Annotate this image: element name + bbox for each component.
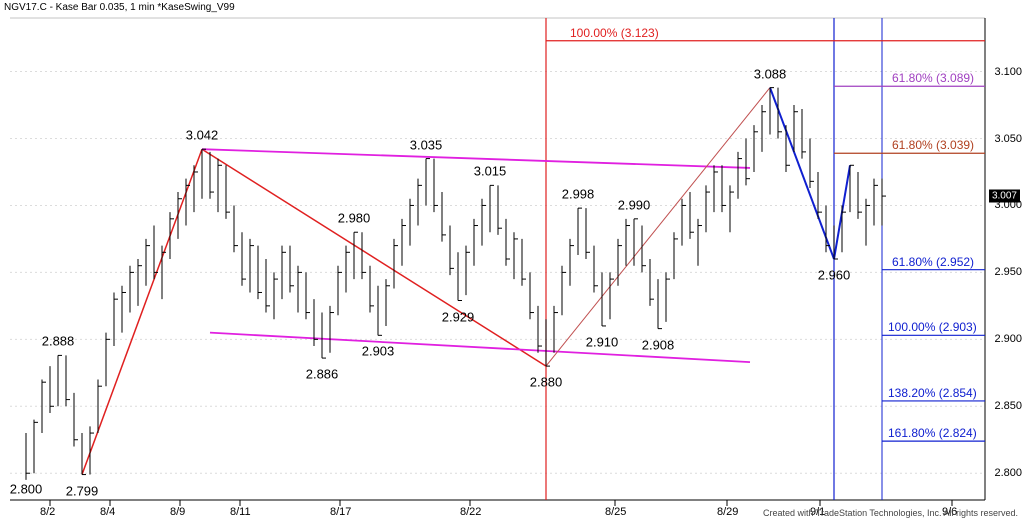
fib-level-label: 100.00% (3.123) [570,26,659,40]
current-price-box: 3.007 [989,190,1020,203]
x-axis-tick: 8/11 [230,506,251,518]
chart-svg[interactable] [0,0,1024,522]
fib-level-label: 61.80% (3.039) [892,138,974,152]
swing-price-label: 2.799 [66,483,99,498]
x-axis-tick: 8/4 [100,506,115,518]
x-axis-tick: 8/9 [170,506,185,518]
y-axis-tick: 2.950 [994,266,1022,278]
swing-price-label: 2.908 [642,337,675,352]
swing-price-label: 2.929 [442,309,475,324]
swing-price-label: 2.800 [10,482,43,497]
y-axis-tick: 3.050 [994,133,1022,145]
swing-price-label: 3.035 [410,137,443,152]
x-axis-tick: 8/25 [605,506,626,518]
swing-price-label: 2.960 [818,268,851,283]
y-axis-tick: 3.100 [994,66,1022,78]
footer-credit: Created with TradeStation Technologies, … [763,508,1018,518]
fib-level-label: 61.80% (2.952) [892,255,974,269]
swing-price-label: 3.042 [186,128,219,143]
swing-price-label: 3.088 [754,66,787,81]
swing-price-label: 2.990 [618,197,651,212]
swing-price-label: 2.880 [530,375,563,390]
x-axis-tick: 8/22 [460,506,481,518]
fib-level-label: 138.20% (2.854) [888,386,977,400]
y-axis-tick: 2.850 [994,400,1022,412]
chart-container: NGV17.C - Kase Bar 0.035, 1 min *KaseSwi… [0,0,1024,522]
x-axis-tick: 8/2 [40,506,55,518]
fib-level-label: 61.80% (3.089) [892,71,974,85]
y-axis-tick: 2.800 [994,467,1022,479]
y-axis-tick: 2.900 [994,333,1022,345]
swing-price-label: 2.888 [42,334,75,349]
x-axis-tick: 8/29 [717,506,738,518]
fib-level-label: 161.80% (2.824) [888,426,977,440]
swing-price-label: 2.998 [562,187,595,202]
x-axis-tick: 8/17 [330,506,351,518]
swing-price-label: 2.980 [338,211,371,226]
fib-level-label: 100.00% (2.903) [888,320,977,334]
swing-price-label: 2.910 [586,334,619,349]
swing-price-label: 2.903 [362,344,395,359]
swing-price-label: 3.015 [474,164,507,179]
swing-price-label: 2.886 [306,367,339,382]
